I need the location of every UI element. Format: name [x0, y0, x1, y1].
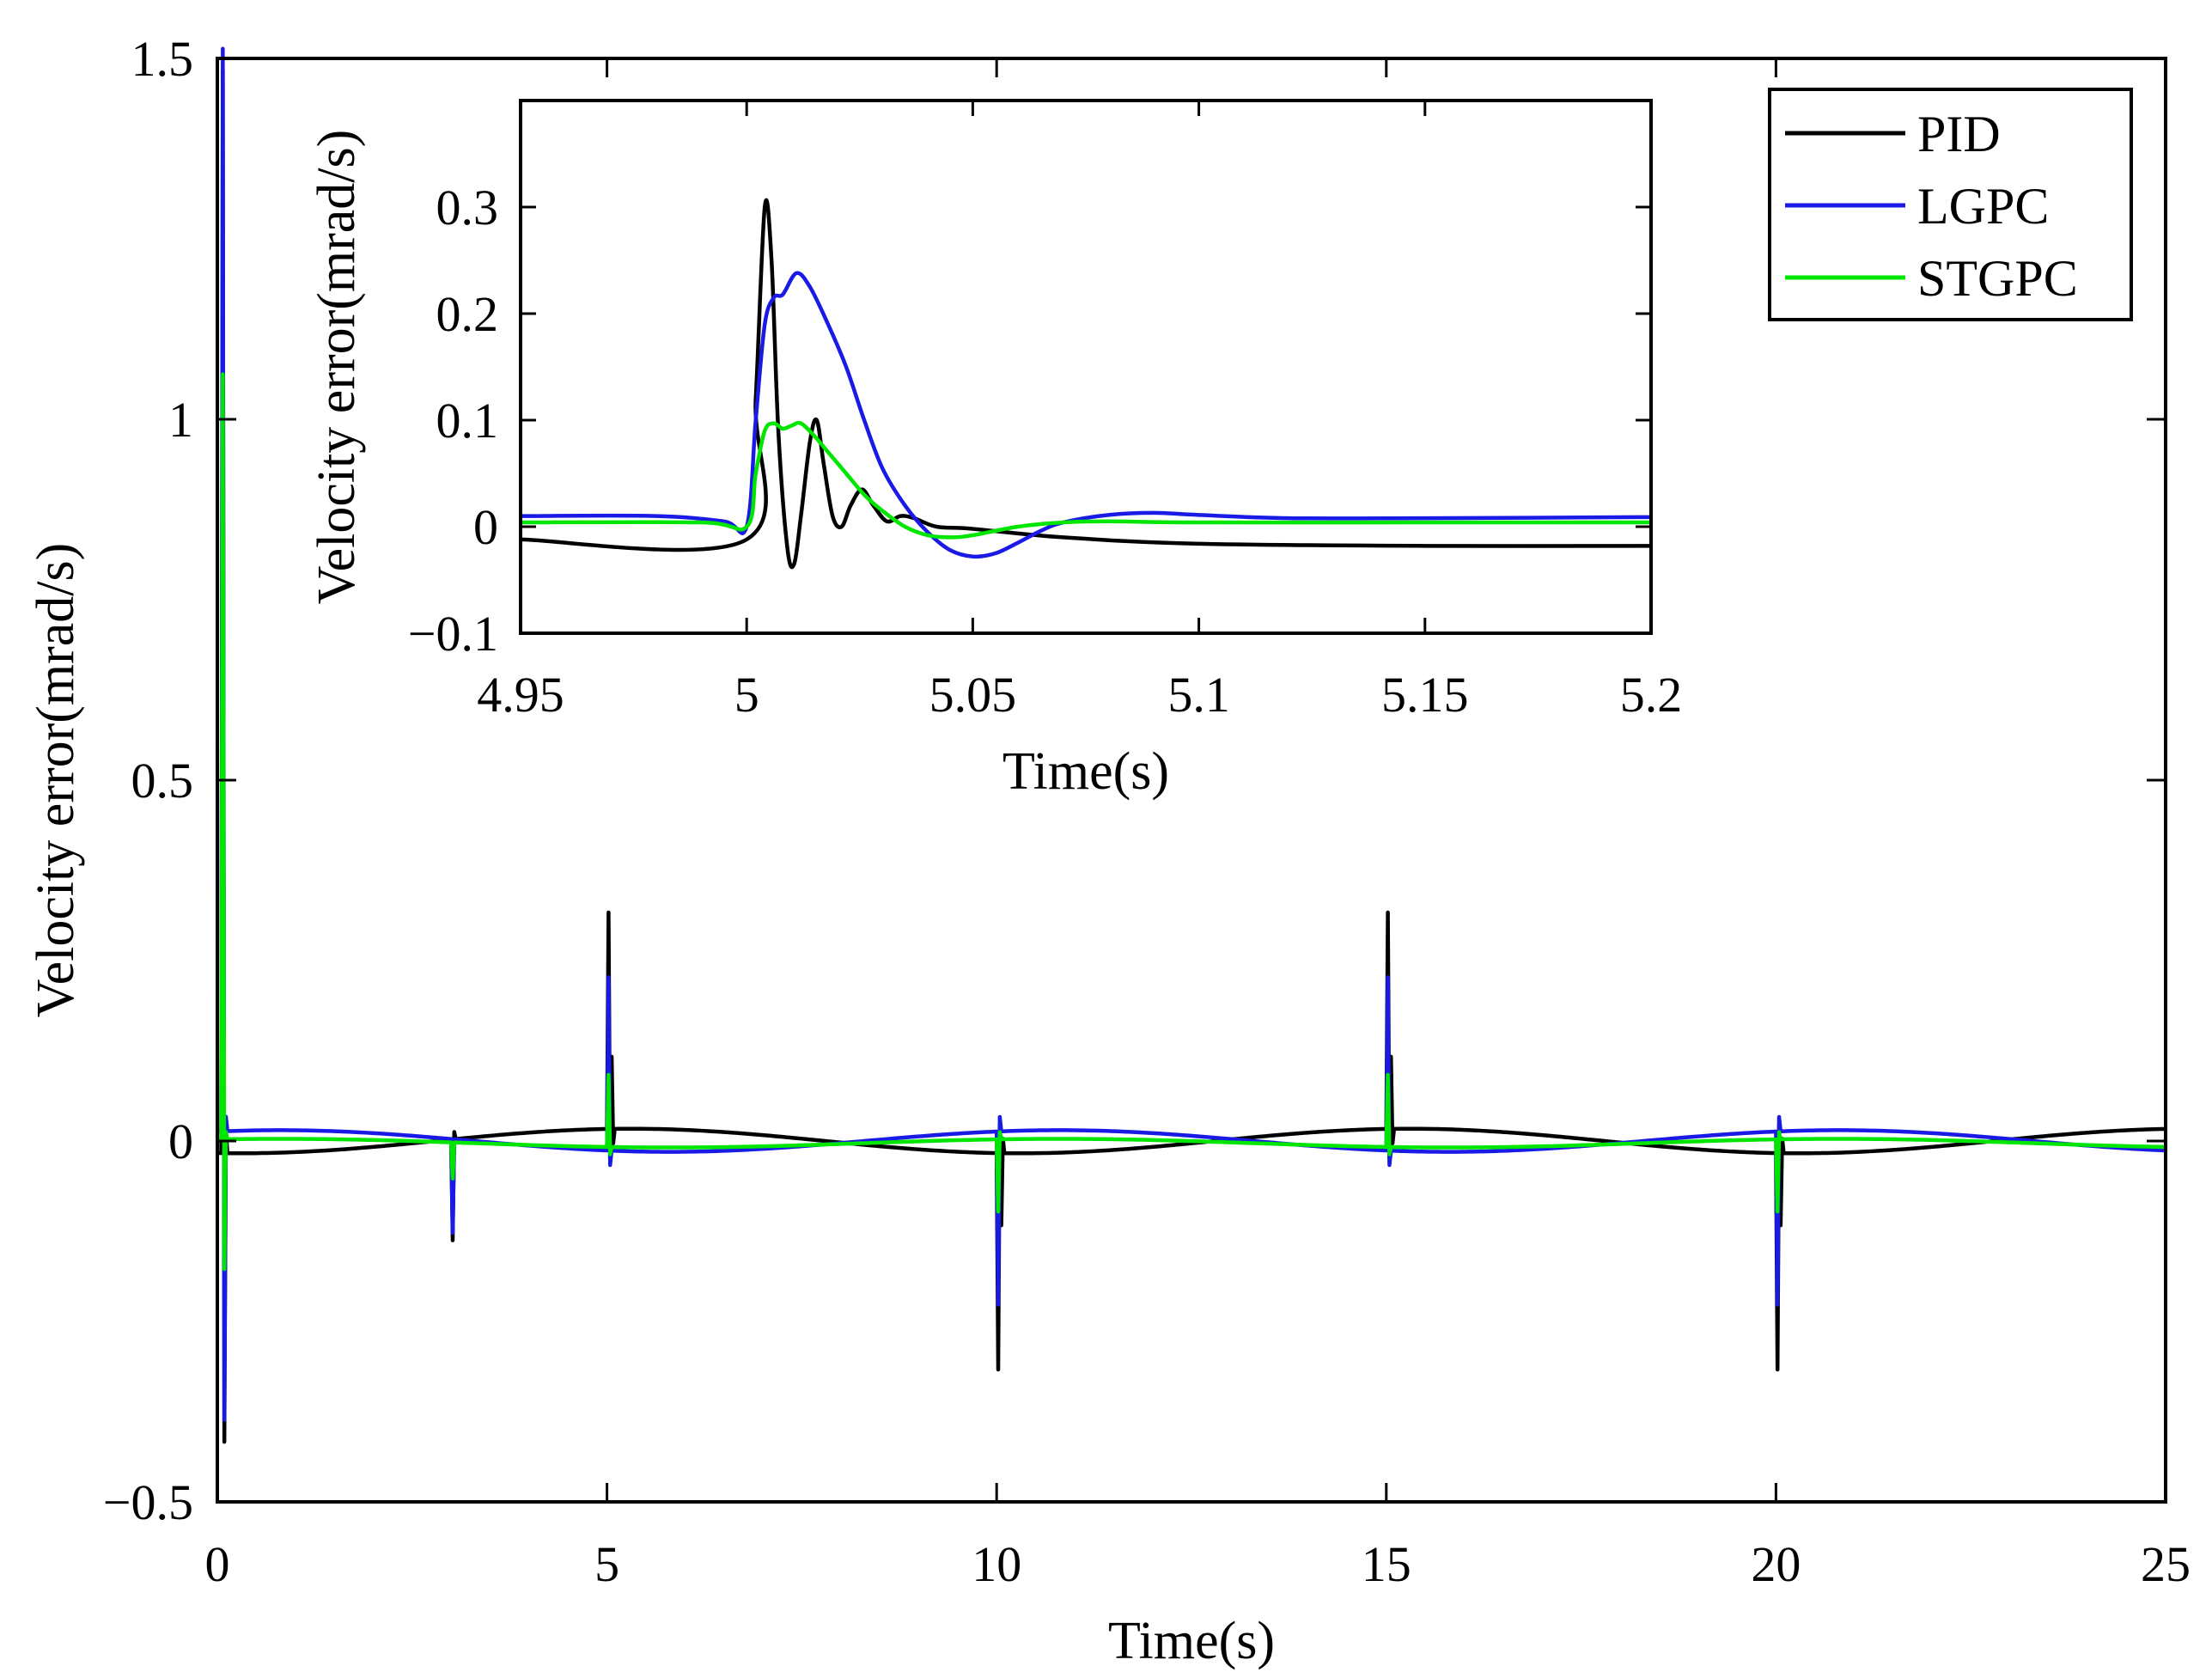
- main-xtick-label: 5: [594, 1536, 619, 1592]
- main-ytick-label: 1: [168, 392, 193, 448]
- main-ytick-label: 1.5: [131, 31, 194, 87]
- inset-series-line-lgpc: [520, 271, 1652, 559]
- main-xtick-label: 20: [1751, 1536, 1801, 1592]
- inset-ytick-label: 0: [473, 499, 498, 555]
- inset-xtick-label: 5.1: [1167, 667, 1230, 723]
- inset-x-axis-label: Time(s): [1002, 742, 1169, 801]
- main-xtick-label: 15: [1362, 1536, 1411, 1592]
- inset-y-axis-label: Velocity error(mrad/s): [308, 130, 366, 605]
- inset-background: [521, 101, 1651, 633]
- main-y-axis-label: Velocity error(mrad/s): [27, 543, 85, 1018]
- inset-xtick-label: 5: [734, 667, 759, 723]
- main-ytick-label: 0: [168, 1114, 193, 1169]
- inset-ytick-label: 0.2: [436, 286, 499, 342]
- inset-ticks: [519, 101, 1653, 635]
- main-ticks: [216, 57, 2167, 1504]
- legend-label-pid: PID: [1917, 106, 2001, 162]
- inset-xtick-label: 5.05: [929, 667, 1017, 723]
- inset-xtick-label: 5.15: [1381, 667, 1469, 723]
- legend-label-lgpc: LGPC: [1917, 178, 2049, 235]
- main-series-group: [216, 46, 2166, 1444]
- inset-series-line-pid: [520, 198, 1652, 570]
- main-series-line-pid: [216, 68, 2166, 1444]
- main-series-line-stgpc: [216, 372, 2166, 1272]
- inset-ytick-label: 0.3: [436, 180, 499, 235]
- inset-xtick-label: 4.95: [477, 667, 564, 723]
- legend: PID LGPC STGPC: [1768, 88, 2133, 321]
- legend-label-stgpc: STGPC: [1917, 250, 2078, 307]
- inset-ytick-label: −0.1: [408, 606, 498, 662]
- inset-series-line-stgpc: [520, 420, 1651, 540]
- main-chart: 0 5 10 15 20 25 −0.5 0 0.5 1 1.5 Time(s)…: [27, 31, 2191, 1670]
- inset-series-group: [520, 198, 1652, 570]
- inset-xtick-label: 5.2: [1620, 667, 1683, 723]
- main-xtick-label: 0: [205, 1536, 230, 1592]
- inset-ytick-label: 0.1: [436, 393, 499, 448]
- main-ytick-label: 0.5: [131, 753, 194, 808]
- inset-plot-frame: [519, 99, 1653, 635]
- main-xtick-label: 25: [2141, 1536, 2191, 1592]
- inset-chart: 4.95 5 5.05 5.1 5.15 5.2 −0.1 0 0.1 0.2 …: [308, 99, 1683, 801]
- main-xtick-label: 10: [972, 1536, 1021, 1592]
- main-ytick-label: −0.5: [103, 1474, 193, 1530]
- main-x-axis-label: Time(s): [1108, 1612, 1275, 1670]
